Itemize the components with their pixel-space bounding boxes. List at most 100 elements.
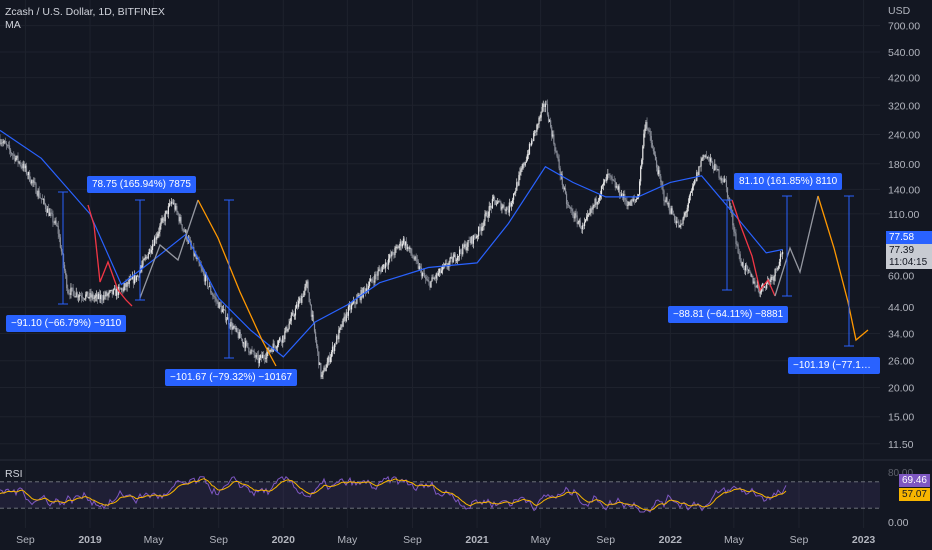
candle-body-265 xyxy=(280,338,282,341)
candle-body-134 xyxy=(141,265,143,269)
candle-body-519 xyxy=(549,120,551,122)
rsi-value-tag: 69.46 xyxy=(898,474,930,487)
candle-body-564 xyxy=(596,202,598,205)
candle-body-615 xyxy=(650,135,652,144)
candle-body-594 xyxy=(628,201,630,206)
price-tick-0: 700.00 xyxy=(888,21,920,33)
candle-body-189 xyxy=(199,263,201,267)
candle-body-282 xyxy=(298,300,300,307)
price-tick-15: 11.50 xyxy=(888,439,914,451)
candle-body-150 xyxy=(158,231,160,234)
candle-body-116 xyxy=(122,288,124,292)
candle-body-281 xyxy=(296,304,299,307)
candle-body-61 xyxy=(63,264,66,271)
candle-body-525 xyxy=(555,151,557,152)
candle-body-715 xyxy=(756,284,758,288)
candle-body-446 xyxy=(471,236,473,244)
candle-body-269 xyxy=(284,331,286,340)
candle-body-406 xyxy=(429,282,431,288)
candle-body-650 xyxy=(687,202,689,208)
candle-body-610 xyxy=(645,121,647,129)
candle-body-377 xyxy=(398,245,400,249)
candle-body-682 xyxy=(721,178,723,181)
candle-body-398 xyxy=(420,267,423,277)
candle-body-606 xyxy=(641,159,643,167)
candle-body-660 xyxy=(698,166,700,176)
candle-body-26 xyxy=(26,173,29,176)
candle-body-298 xyxy=(314,331,317,340)
candle-body-353 xyxy=(373,280,375,283)
candle-body-595 xyxy=(629,201,631,206)
candle-body-224 xyxy=(236,328,238,333)
candle-body-597 xyxy=(631,200,633,202)
candle-body-462 xyxy=(488,206,490,217)
rsi-tick-0: 0.00 xyxy=(888,517,909,529)
candle-body-547 xyxy=(578,220,580,223)
candle-body-375 xyxy=(396,246,398,248)
measure-label-1[interactable]: −91.10 (−66.79%) −9110 xyxy=(6,315,127,332)
candle-body-535 xyxy=(565,193,568,205)
candle-body-421 xyxy=(445,263,447,265)
candle-body-92 xyxy=(96,294,99,299)
candle-body-103 xyxy=(108,291,110,294)
candle-body-554 xyxy=(586,216,588,220)
candle-body-411 xyxy=(434,277,436,279)
candle-body-614 xyxy=(649,130,651,136)
measure-label-3[interactable]: −101.67 (−79.32%) −10167 xyxy=(165,369,298,386)
candle-body-10 xyxy=(9,149,12,153)
candle-body-160 xyxy=(168,203,171,207)
candle-body-158 xyxy=(166,210,168,215)
candle-body-500 xyxy=(528,143,531,155)
measure-label-4[interactable]: −88.81 (−64.11%) −8881 xyxy=(668,306,789,323)
candle-body-719 xyxy=(760,287,762,293)
candle-body-22 xyxy=(22,163,24,169)
candle-body-631 xyxy=(667,202,669,205)
candle-body-503 xyxy=(532,140,534,142)
candle-body-325 xyxy=(343,316,345,319)
price-axis: 700.00 540.00 420.00 320.00 240.00 180.00 140.… xyxy=(888,21,920,529)
candle-body-319 xyxy=(337,335,339,340)
candle-body-683 xyxy=(722,180,724,182)
candle-body-251 xyxy=(265,358,267,359)
candle-body-441 xyxy=(466,246,468,251)
candle-body-694 xyxy=(734,231,736,234)
candle-body-342 xyxy=(361,289,363,298)
candle-body-294 xyxy=(310,304,312,317)
candle-body-29 xyxy=(30,181,32,184)
candle-body-75 xyxy=(78,295,81,297)
measure-label-5[interactable]: 81.10 (161.85%) 8110 xyxy=(734,173,843,190)
candle-body-712 xyxy=(753,281,755,284)
candle-body-561 xyxy=(593,205,595,206)
candle-body-195 xyxy=(205,275,208,278)
candle-body-401 xyxy=(424,273,426,278)
candle-body-432 xyxy=(456,256,459,261)
candle-body-392 xyxy=(414,256,416,260)
candle-body-50 xyxy=(52,214,54,223)
candle-body-679 xyxy=(718,169,720,178)
candle-body-728 xyxy=(770,277,772,283)
candle-body-44 xyxy=(45,209,48,213)
candle-body-273 xyxy=(288,323,290,329)
candle-body-536 xyxy=(567,204,569,206)
candle-body-197 xyxy=(208,286,210,288)
candle-body-514 xyxy=(543,104,545,107)
measure-label-2[interactable]: 78.75 (165.94%) 7875 xyxy=(87,176,196,193)
candle-body-192 xyxy=(202,270,204,274)
candle-body-400 xyxy=(422,273,425,274)
candle-body-479 xyxy=(506,207,508,210)
candle-body-704 xyxy=(744,264,747,271)
candle-body-510 xyxy=(539,117,541,119)
candle-body-427 xyxy=(451,256,453,263)
candle-body-395 xyxy=(417,261,419,269)
candle-body-175 xyxy=(184,230,186,232)
candle-body-453 xyxy=(479,226,481,229)
candle-body-544 xyxy=(575,213,577,216)
candle-body-144 xyxy=(151,244,154,251)
candle-body-456 xyxy=(482,226,484,227)
candle-body-605 xyxy=(640,166,642,182)
candle-body-690 xyxy=(730,205,732,211)
candle-body-659 xyxy=(697,172,699,176)
candle-body-194 xyxy=(204,275,207,282)
measure-label-6[interactable]: −101.19 (−77.12%) −10119 xyxy=(788,357,880,374)
